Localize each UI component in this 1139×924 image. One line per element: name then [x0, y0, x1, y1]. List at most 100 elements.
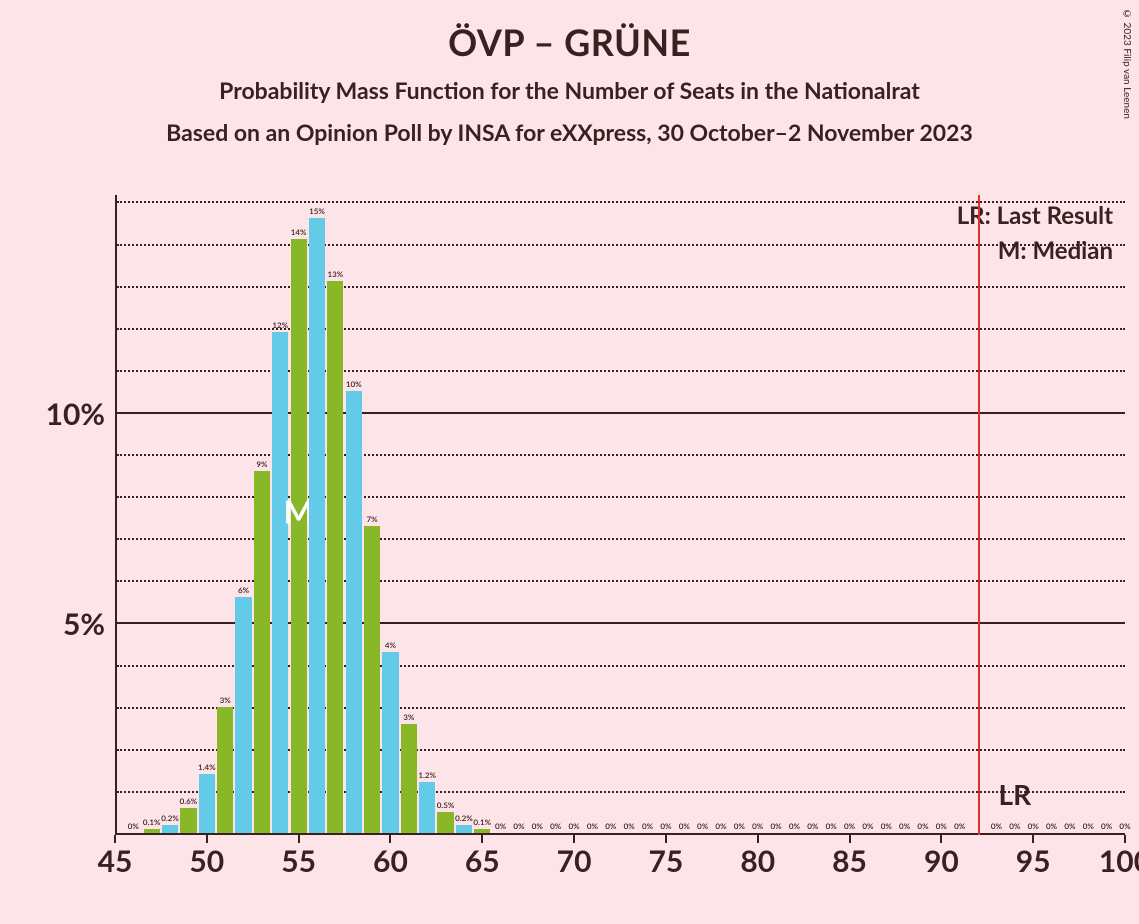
bar	[474, 829, 490, 833]
x-tick-label: 50	[189, 843, 224, 879]
gridline	[117, 244, 1125, 246]
bar-value-label: 0%	[844, 821, 855, 831]
bar-value-label: 0%	[1101, 821, 1112, 831]
bar-value-label: 0.1%	[143, 817, 161, 827]
bar-value-label: 4%	[385, 640, 396, 650]
bar	[437, 812, 453, 833]
bar-value-label: 0%	[1028, 821, 1039, 831]
plot-area: LR: Last Result M: Median 5%10%455055606…	[115, 195, 1125, 835]
x-tick	[665, 835, 667, 843]
x-tick-label: 45	[98, 843, 133, 879]
bar-value-label: 0.2%	[161, 813, 179, 823]
y-axis	[115, 195, 117, 835]
y-tick-label: 5%	[25, 606, 105, 642]
x-tick-label: 70	[557, 843, 592, 879]
bar	[162, 825, 178, 833]
bar-value-label: 0%	[715, 821, 726, 831]
bar	[401, 724, 417, 833]
bar-value-label: 0.1%	[473, 817, 491, 827]
y-tick-label: 10%	[25, 396, 105, 432]
bar-value-label: 0%	[1064, 821, 1075, 831]
bar-value-label: 0.5%	[437, 800, 455, 810]
bar-value-label: 0.2%	[455, 813, 473, 823]
bar-value-label: 0%	[569, 821, 580, 831]
bar-value-label: 0%	[624, 821, 635, 831]
bar-value-label: 0%	[642, 821, 653, 831]
bar	[180, 808, 196, 833]
gridline	[117, 328, 1125, 330]
x-tick-label: 75	[649, 843, 684, 879]
bar-value-label: 0%	[605, 821, 616, 831]
bar	[217, 707, 233, 833]
bar	[272, 332, 288, 833]
bar	[419, 782, 435, 833]
bar	[309, 218, 325, 833]
bar	[327, 281, 343, 833]
bar-value-label: 6%	[238, 585, 249, 595]
bar-value-label: 0%	[899, 821, 910, 831]
pmf-chart: LR: Last Result M: Median 5%10%455055606…	[115, 195, 1125, 835]
bar	[199, 774, 215, 833]
bar-value-label: 3%	[403, 712, 414, 722]
bar	[254, 471, 270, 833]
x-tick	[573, 835, 575, 843]
bar	[456, 825, 472, 833]
bar-value-label: 0%	[881, 821, 892, 831]
bar-value-label: 0%	[1119, 821, 1130, 831]
chart-subtitle-2: Based on an Opinion Poll by INSA for eXX…	[0, 118, 1139, 146]
x-axis	[115, 833, 1125, 835]
x-tick-label: 55	[281, 843, 316, 879]
bar-value-label: 0%	[550, 821, 561, 831]
bar	[364, 526, 380, 833]
bar-value-label: 0.6%	[180, 796, 198, 806]
gridline	[117, 370, 1125, 372]
bar-value-label: 0%	[917, 821, 928, 831]
x-tick-label: 60	[373, 843, 408, 879]
bar-value-label: 13%	[327, 269, 343, 279]
x-tick	[757, 835, 759, 843]
bar-value-label: 0%	[513, 821, 524, 831]
chart-subtitle-1: Probability Mass Function for the Number…	[0, 76, 1139, 104]
bar	[235, 597, 251, 833]
bar-value-label: 0%	[1009, 821, 1020, 831]
bar-value-label: 0%	[697, 821, 708, 831]
bar-value-label: 0%	[679, 821, 690, 831]
bar-value-label: 0%	[495, 821, 506, 831]
bar-value-label: 0%	[826, 821, 837, 831]
bar-value-label: 0%	[862, 821, 873, 831]
bar	[291, 239, 307, 833]
bar	[346, 391, 362, 833]
legend-lr: LR: Last Result	[957, 201, 1113, 230]
gridline	[117, 201, 1125, 203]
x-tick	[389, 835, 391, 843]
bar-value-label: 0%	[936, 821, 947, 831]
gridline	[117, 286, 1125, 288]
bar	[382, 652, 398, 833]
bar	[144, 829, 160, 833]
bar-value-label: 7%	[367, 514, 378, 524]
x-tick	[114, 835, 116, 843]
x-tick	[298, 835, 300, 843]
bar-value-label: 0%	[807, 821, 818, 831]
bar-value-label: 0%	[991, 821, 1002, 831]
bar-value-label: 15%	[309, 206, 325, 216]
x-tick	[940, 835, 942, 843]
x-tick	[1032, 835, 1034, 843]
x-tick-label: 80	[740, 843, 775, 879]
bar-value-label: 0%	[660, 821, 671, 831]
bar-value-label: 10%	[346, 379, 362, 389]
last-result-label: LR	[999, 777, 1032, 811]
bar-value-label: 0%	[128, 821, 139, 831]
bar-value-label: 0%	[771, 821, 782, 831]
x-tick	[206, 835, 208, 843]
bar-value-label: 12%	[272, 320, 288, 330]
gridline	[117, 454, 1125, 456]
bar-value-label: 0%	[954, 821, 965, 831]
bar-value-label: 0%	[587, 821, 598, 831]
bar-value-label: 3%	[220, 695, 231, 705]
last-result-line	[978, 195, 980, 835]
x-tick-label: 65	[465, 843, 500, 879]
bar-value-label: 0%	[752, 821, 763, 831]
chart-title: ÖVP – GRÜNE	[0, 0, 1139, 64]
x-tick-label: 85	[832, 843, 867, 879]
